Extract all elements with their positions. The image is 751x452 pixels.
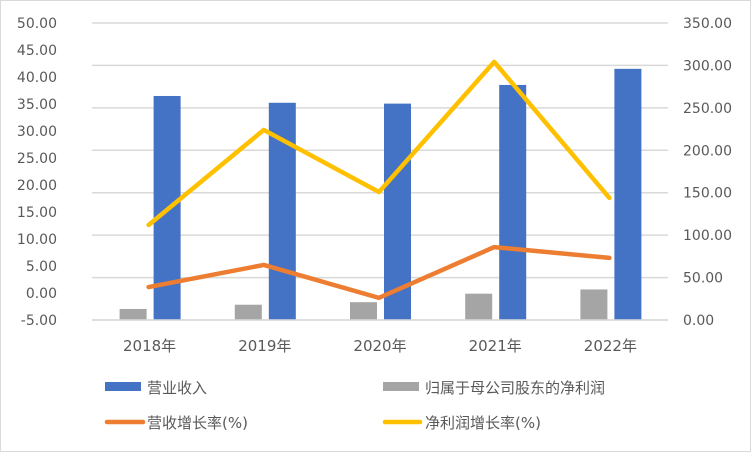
right-tick-label: 150.00 (683, 186, 732, 202)
left-tick-label: 50.00 (17, 16, 57, 32)
legend-label: 营收增长率(%) (147, 414, 248, 432)
left-tick-label: 5.00 (26, 259, 57, 275)
left-tick-label: 20.00 (17, 178, 57, 194)
legend-label: 营业收入 (147, 379, 207, 397)
net-profit-bar (465, 293, 493, 320)
legend-swatch (383, 382, 419, 391)
revenue-growth-line (146, 244, 612, 301)
revenue-bar (499, 84, 527, 321)
x-axis-labels: 2018年 2019年 2020年 2021年 2022年 (123, 337, 637, 355)
left-tick-label: 10.00 (17, 232, 57, 248)
right-tick-label: 100.00 (683, 228, 732, 244)
x-tick-label: 2018年 (123, 337, 176, 355)
net-profit-bar (234, 304, 262, 320)
legend-label: 净利润增长率(%) (425, 414, 541, 432)
left-tick-label: 45.00 (17, 43, 57, 59)
right-tick-label: 250.00 (683, 101, 732, 117)
profit-growth-line (146, 59, 612, 228)
net-profit-bar (119, 308, 147, 320)
left-tick-label: 25.00 (17, 151, 57, 167)
left-tick-label: -5.00 (21, 313, 57, 329)
x-tick-label: 2022年 (584, 337, 637, 355)
x-tick-label: 2019年 (238, 337, 291, 355)
right-tick-label: 50.00 (683, 271, 723, 287)
bar-series (92, 68, 668, 321)
left-tick-label: 40.00 (17, 70, 57, 86)
left-tick-label: 30.00 (17, 124, 57, 140)
x-tick-label: 2021年 (469, 337, 522, 355)
right-tick-label: 200.00 (683, 143, 732, 159)
right-tick-label: 300.00 (683, 58, 732, 74)
revenue-bar (614, 68, 642, 320)
legend-swatch (105, 382, 141, 391)
right-tick-label: 0.00 (683, 313, 714, 329)
x-tick-label: 2020年 (353, 337, 406, 355)
right-axis-ticks: 350.00 300.00 250.00 200.00 150.00 100.00 50.0… (683, 16, 732, 329)
right-tick-label: 350.00 (683, 16, 732, 32)
left-tick-label: 15.00 (17, 205, 57, 221)
left-tick-label: 35.00 (17, 97, 57, 113)
left-tick-label: 0.00 (26, 286, 57, 302)
legend-label: 归属于母公司股东的净利润 (425, 379, 605, 397)
net-profit-bar (580, 289, 608, 320)
left-axis-ticks: 50.00 45.00 40.00 35.00 30.00 25.00 20.00 15.00… (17, 16, 57, 329)
net-profit-bar (350, 302, 377, 320)
line-series (146, 59, 612, 301)
